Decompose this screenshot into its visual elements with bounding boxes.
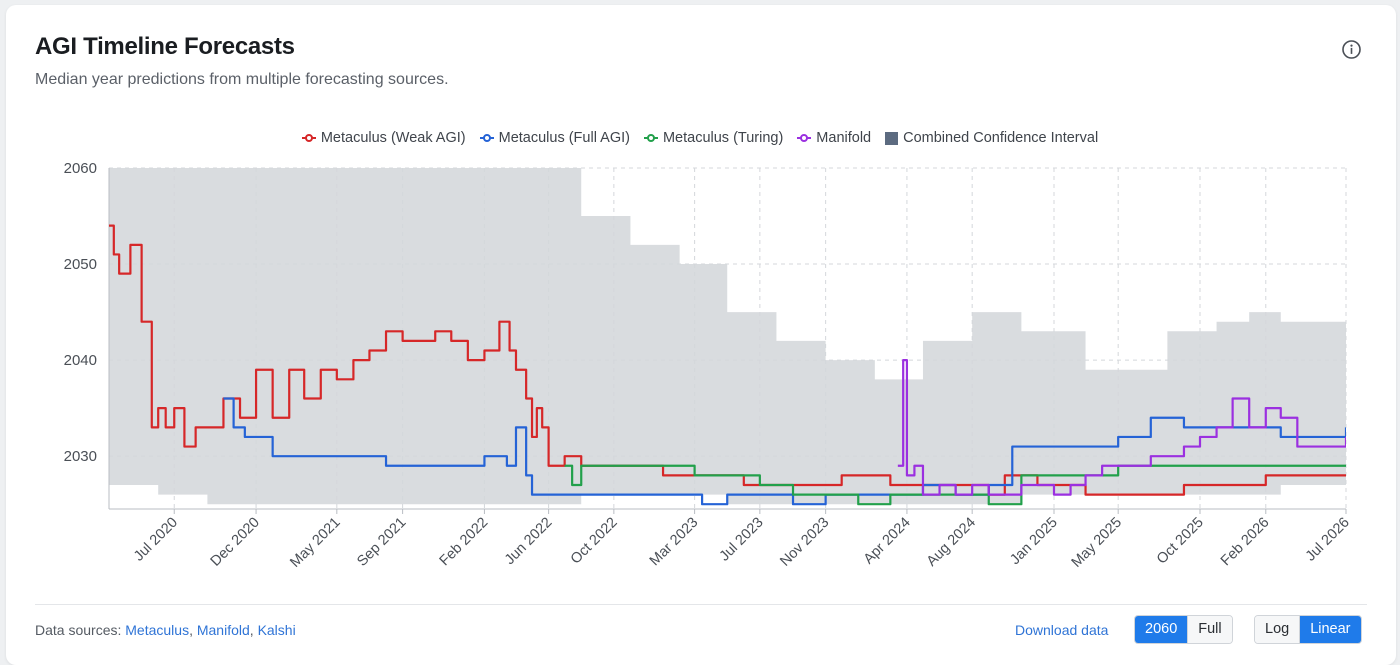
chart-plot: 2030 2040 2050 2060 Jul 2020 Dec 2020 May 2021…: [64, 160, 1353, 571]
legend-label: Combined Confidence Interval: [903, 130, 1099, 146]
range-2060-button[interactable]: 2060: [1135, 616, 1188, 643]
footer-divider: [35, 604, 1367, 605]
x-tick-label: Feb 2026: [1218, 515, 1273, 570]
legend-item-full-agi[interactable]: Metaculus (Full AGI): [479, 130, 630, 146]
chart-legend: Metaculus (Weak AGI) Metaculus (Full AGI…: [0, 130, 1400, 146]
legend-label: Manifold: [816, 130, 872, 146]
range-toggle: 2060 Full: [1134, 615, 1233, 644]
x-tick-label: Feb 2022: [437, 515, 492, 570]
legend-item-weak-agi[interactable]: Metaculus (Weak AGI): [301, 130, 466, 146]
x-tick-label: Nov 2023: [777, 515, 832, 570]
legend-item-turing[interactable]: Metaculus (Turing): [643, 130, 784, 146]
legend-marker-icon: [797, 133, 812, 143]
confidence-interval-band: [109, 168, 1346, 505]
y-tick-label: 2040: [64, 352, 97, 369]
x-tick-label: Oct 2022: [568, 515, 621, 568]
source-link-manifold[interactable]: Manifold: [196, 622, 250, 638]
legend-item-manifold[interactable]: Manifold: [797, 130, 871, 146]
legend-marker-icon: [479, 133, 494, 143]
scale-log-button[interactable]: Log: [1255, 616, 1300, 643]
legend-label: Metaculus (Full AGI): [498, 130, 630, 146]
page-subtitle: Median year predictions from multiple fo…: [35, 71, 449, 88]
x-tick-label: Mar 2023: [647, 515, 702, 570]
x-tick-label: Jan 2025: [1007, 515, 1061, 569]
legend-label: Metaculus (Turing): [662, 130, 784, 146]
x-tick-label: Jul 2023: [717, 515, 767, 565]
x-tick-label: Aug 2024: [924, 515, 979, 570]
scale-toggle: Log Linear: [1254, 615, 1362, 644]
page-title: AGI Timeline Forecasts: [35, 33, 295, 60]
source-link-kalshi[interactable]: Kalshi: [257, 622, 296, 638]
series-line-manifold: [897, 359, 1346, 496]
legend-marker-icon: [643, 133, 658, 143]
x-tick-label: Jun 2022: [502, 515, 556, 569]
data-sources-label: Data sources:: [35, 622, 122, 638]
data-sources: Data sources: Metaculus, Manifold, Kalsh…: [35, 622, 296, 638]
x-tick-label: Jul 2026: [1303, 515, 1353, 565]
legend-box-icon: [885, 131, 899, 145]
x-tick-label: May 2021: [287, 515, 343, 571]
y-tick-label: 2050: [64, 256, 97, 273]
x-tick-label: Sep 2021: [354, 515, 409, 570]
legend-label: Metaculus (Weak AGI): [320, 130, 466, 146]
source-link-metaculus[interactable]: Metaculus: [125, 622, 190, 638]
x-tick-label: Jul 2020: [131, 515, 181, 565]
range-full-button[interactable]: Full: [1187, 616, 1232, 643]
series-line-metaculus-weak-agi: [109, 224, 1346, 496]
y-tick-label: 2030: [64, 448, 97, 465]
series-line-metaculus-full-agi: [223, 397, 1346, 506]
y-tick-label: 2060: [64, 160, 97, 177]
legend-marker-icon: [301, 133, 316, 143]
scale-linear-button[interactable]: Linear: [1299, 616, 1361, 643]
series-line-metaculus-turing: [564, 464, 1346, 506]
x-tick-label: Apr 2024: [861, 515, 914, 568]
download-data-link[interactable]: Download data: [1015, 622, 1109, 638]
x-tick-label: Dec 2020: [208, 515, 263, 570]
x-tick-label: May 2025: [1069, 515, 1125, 571]
x-tick-label: Oct 2025: [1154, 515, 1207, 568]
info-icon[interactable]: [1341, 39, 1362, 60]
legend-item-confidence-interval[interactable]: Combined Confidence Interval: [885, 130, 1098, 146]
